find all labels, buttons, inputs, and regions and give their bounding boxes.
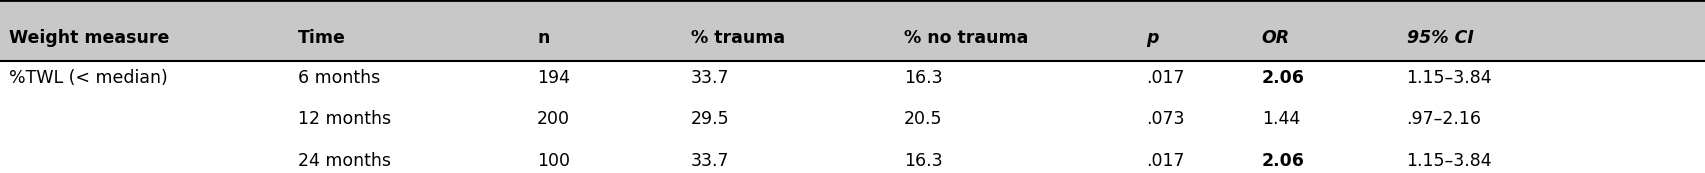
Text: Weight measure: Weight measure <box>9 29 169 47</box>
Text: Time: Time <box>298 29 346 47</box>
Text: 20.5: 20.5 <box>904 110 943 128</box>
Text: 12 months: 12 months <box>298 110 392 128</box>
Text: 16.3: 16.3 <box>904 152 943 170</box>
Text: 1.15–3.84: 1.15–3.84 <box>1407 152 1492 170</box>
Text: %TWL (< median): %TWL (< median) <box>9 69 167 87</box>
Bar <box>0 0 1705 61</box>
Text: 95% CI: 95% CI <box>1407 29 1473 47</box>
Text: 1.44: 1.44 <box>1262 110 1299 128</box>
Text: p: p <box>1146 29 1158 47</box>
Text: 33.7: 33.7 <box>691 69 730 87</box>
Text: 2.06: 2.06 <box>1262 69 1304 87</box>
Text: % no trauma: % no trauma <box>904 29 1028 47</box>
Text: 24 months: 24 months <box>298 152 392 170</box>
Text: 1.15–3.84: 1.15–3.84 <box>1407 69 1492 87</box>
Text: 29.5: 29.5 <box>691 110 730 128</box>
Text: 200: 200 <box>537 110 569 128</box>
Text: 6 months: 6 months <box>298 69 380 87</box>
Text: 2.06: 2.06 <box>1262 152 1304 170</box>
Text: 194: 194 <box>537 69 569 87</box>
Text: n: n <box>537 29 549 47</box>
Text: % trauma: % trauma <box>691 29 784 47</box>
Text: 100: 100 <box>537 152 569 170</box>
Text: .073: .073 <box>1146 110 1185 128</box>
Text: 16.3: 16.3 <box>904 69 943 87</box>
Text: .017: .017 <box>1146 152 1185 170</box>
Text: .97–2.16: .97–2.16 <box>1407 110 1482 128</box>
Text: OR: OR <box>1262 29 1289 47</box>
Text: .017: .017 <box>1146 69 1185 87</box>
Text: 33.7: 33.7 <box>691 152 730 170</box>
